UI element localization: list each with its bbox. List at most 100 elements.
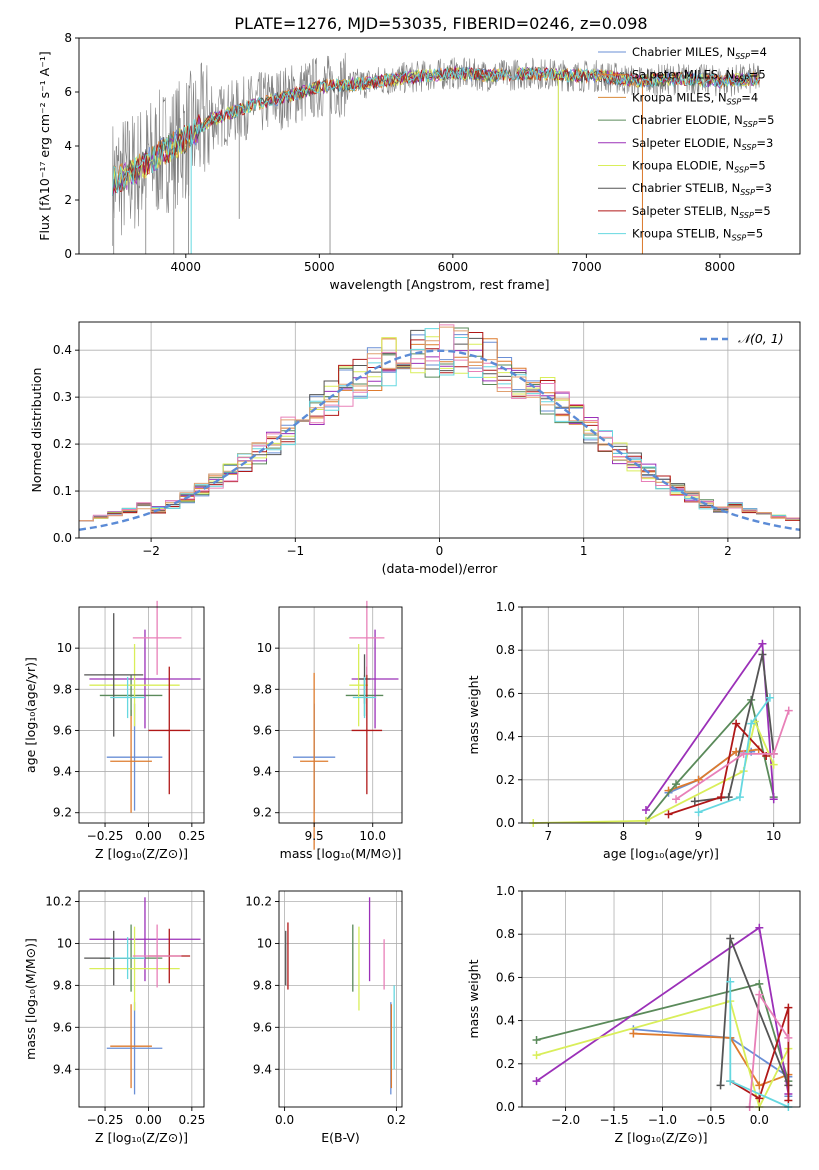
y-tick-label: 0.1 — [53, 484, 72, 498]
y-tick-label: 9.4 — [253, 765, 272, 779]
model-spectrum — [112, 67, 761, 196]
weight-marker — [724, 793, 733, 802]
weight-marker — [690, 797, 699, 806]
y-tick-label: 9.2 — [253, 806, 272, 820]
y-tick-label: 2 — [64, 193, 72, 207]
y-tick-label: 10 — [257, 936, 272, 950]
axes-frame — [278, 606, 403, 824]
y-tick-label: 9.8 — [53, 682, 72, 696]
weight-marker — [532, 1036, 541, 1045]
errorbar-point — [132, 600, 182, 675]
y-tick-label: 0 — [64, 247, 72, 261]
legend-label: Chabrier ELODIE, NSSP=5 — [632, 113, 774, 129]
errorbar-point — [99, 674, 163, 717]
y-tick-label: 10.2 — [245, 894, 272, 908]
x-tick-label: −2 — [142, 544, 160, 558]
weight-marker — [726, 1077, 735, 1086]
errorbar-point — [110, 676, 145, 719]
x-tick-label: −1 — [286, 544, 304, 558]
x-axis-label: wavelength [Angstrom, rest frame] — [329, 277, 549, 292]
errorbar-point — [148, 666, 191, 795]
weight-marker — [717, 793, 726, 802]
weight-marker — [747, 719, 756, 728]
chart-residuals: 𝒩(0, 1) −2 −1 0 1 2 0.0 0.1 0.2 0.3 0.4 (data-model… — [29, 321, 801, 576]
errorbar-point — [89, 897, 201, 982]
y-tick-label: 0.0 — [496, 816, 515, 830]
y-tick-label: 0.2 — [496, 1057, 515, 1071]
legend-entry: Kroupa ELODIE, NSSP=5 — [598, 159, 766, 175]
x-tick-label: 8000 — [705, 260, 736, 274]
x-axis-label: Z [log₁₀(Z/Z⊙)] — [615, 1130, 708, 1145]
weight-marker — [735, 793, 744, 802]
weight-marker — [726, 934, 735, 943]
x-axis-label: Z [log₁₀(Z/Z⊙)] — [95, 846, 188, 861]
weight-series — [641, 639, 778, 815]
weight-marker — [641, 806, 650, 815]
residual-histogram — [79, 326, 800, 522]
x-tick-label: 7 — [544, 829, 552, 843]
y-tick-label: 0.4 — [496, 730, 515, 744]
y-tick-label: 0.4 — [53, 343, 72, 357]
weight-marker — [694, 808, 703, 817]
weight-marker — [672, 780, 681, 789]
x-tick-label: 10 — [766, 829, 781, 843]
errorbar-point — [300, 672, 329, 850]
errorbar-point — [89, 629, 201, 729]
legend-entry: Chabrier MILES, NSSP=4 — [598, 45, 767, 61]
chart-mass_vs_Z: −0.25 0.00 0.25 9.4 9.6 9.8 10 10.2 Z [log₁₀(Z/Z… — [23, 890, 205, 1145]
y-tick-label: 9.4 — [253, 1062, 272, 1076]
y-tick-label: 10 — [57, 936, 72, 950]
y-tick-label: 9.6 — [53, 723, 72, 737]
axes-frame — [78, 606, 205, 824]
figure-title: PLATE=1276, MJD=53035, FIBERID=0246, z=0… — [234, 14, 647, 33]
normal-curve — [78, 349, 801, 531]
y-tick-label: 9.8 — [253, 978, 272, 992]
y-tick-label: 0.6 — [496, 970, 515, 984]
model-spectrum — [112, 66, 761, 196]
y-axis-label: mass weight — [466, 959, 481, 1038]
legend-entry: Salpeter MILES, NSSP=5 — [598, 68, 766, 84]
weight-marker — [784, 1003, 793, 1012]
errorbar-point — [89, 926, 180, 1011]
legend-label: Kroupa ELODIE, NSSP=5 — [632, 159, 766, 175]
errorbar-point — [349, 644, 369, 727]
x-tick-label: 0.00 — [135, 829, 162, 843]
x-axis-label: E(B-V) — [321, 1130, 360, 1145]
x-tick-label: −2.0 — [551, 1113, 580, 1127]
weight-marker — [739, 749, 748, 758]
errorbar-point — [84, 613, 144, 737]
y-tick-label: 10.2 — [45, 894, 72, 908]
weight-line — [698, 697, 771, 814]
weight-line — [668, 748, 759, 792]
x-tick-label: 0.0 — [275, 1113, 294, 1127]
chart-age_vs_Z: −0.25 0.00 0.25 9.2 9.4 9.6 9.8 10 Z [log₁₀(Z/Z⊙… — [23, 600, 205, 861]
y-tick-label: 0.0 — [496, 1100, 515, 1114]
weight-line — [645, 698, 775, 822]
errorbar-point — [352, 676, 377, 719]
legend-entry: Kroupa MILES, NSSP=4 — [598, 90, 758, 106]
y-axis-label: mass weight — [466, 675, 481, 754]
legend-entry: Kroupa STELIB, NSSP=5 — [598, 227, 763, 243]
y-tick-label: 6 — [64, 85, 72, 99]
x-tick-label: 9 — [695, 829, 703, 843]
x-tick-label: 5000 — [304, 260, 335, 274]
legend-label: Kroupa MILES, NSSP=4 — [632, 90, 758, 106]
y-tick-label: 0.6 — [496, 686, 515, 700]
y-tick-label: 0.3 — [53, 390, 72, 404]
y-tick-label: 0.8 — [496, 927, 515, 941]
axes-frame — [78, 890, 205, 1108]
y-tick-label: 9.2 — [53, 806, 72, 820]
weight-series — [664, 719, 771, 819]
legend-entry: Salpeter STELIB, NSSP=5 — [598, 204, 771, 220]
errorbar-point — [110, 937, 145, 980]
weight-marker — [784, 706, 793, 715]
x-tick-label: 7000 — [571, 260, 602, 274]
x-tick-label: 8 — [620, 829, 628, 843]
x-tick-label: −0.25 — [87, 1113, 124, 1127]
y-tick-label: 0.4 — [496, 1014, 515, 1028]
x-tick-label: 9.5 — [305, 829, 324, 843]
y-tick-label: 0.0 — [53, 531, 72, 545]
legend-label: 𝒩(0, 1) — [738, 331, 784, 346]
weight-marker — [755, 979, 764, 988]
